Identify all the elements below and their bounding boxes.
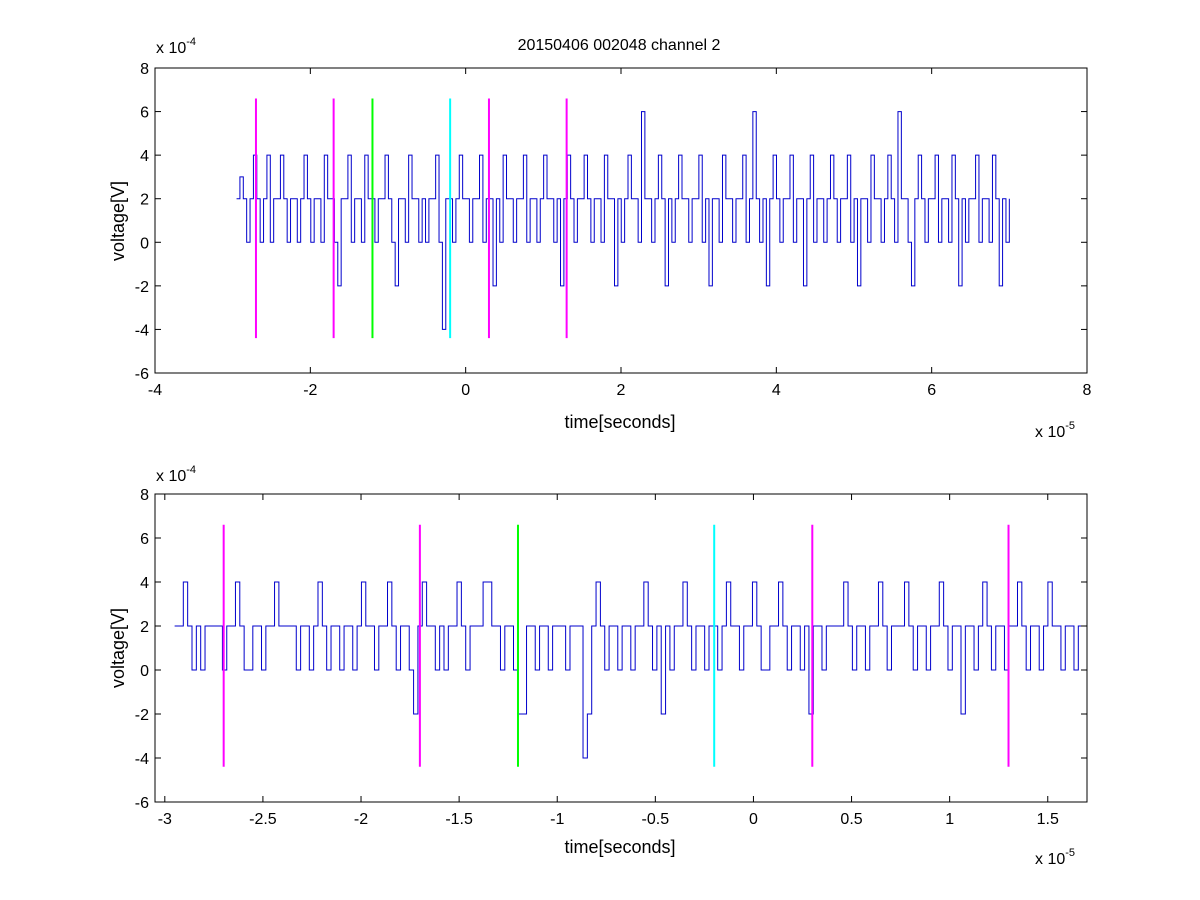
y-tick-label: 4 bbox=[140, 575, 149, 592]
top-y-exponent: x 10-4 bbox=[156, 36, 196, 57]
bottom-y-ticks: -6 -4 -2 0 2 4 6 8 bbox=[135, 487, 1087, 812]
y-tick-label: 4 bbox=[140, 148, 149, 165]
x-tick-label: 1.5 bbox=[1037, 811, 1059, 828]
voltage-trace bbox=[174, 581, 1088, 759]
x-tick-label: 0 bbox=[461, 382, 470, 399]
x-tick-label: -4 bbox=[148, 382, 162, 399]
x-tick-label: 2 bbox=[617, 382, 626, 399]
y-tick-label: -2 bbox=[135, 279, 149, 296]
x-tick-label: 4 bbox=[772, 382, 781, 399]
bottom-x-ticks: -3 -2.5 -2 -1.5 -1 -0.5 0 0.5 1 1.5 bbox=[158, 494, 1059, 828]
x-tick-label: -2.5 bbox=[249, 811, 277, 828]
bottom-x-axis-label: time[seconds] bbox=[564, 837, 675, 857]
x-tick-label: 6 bbox=[927, 382, 936, 399]
x-tick-label: -2 bbox=[354, 811, 368, 828]
x-tick-label: -1.5 bbox=[445, 811, 473, 828]
y-tick-label: -4 bbox=[135, 751, 149, 768]
top-y-ticks: -6 -4 -2 0 2 4 6 8 bbox=[135, 61, 1087, 383]
top-x-exponent: x 10-5 bbox=[1035, 420, 1075, 441]
top-plot-area bbox=[236, 98, 1010, 339]
y-tick-label: 2 bbox=[140, 619, 149, 636]
bottom-x-exponent: x 10-5 bbox=[1035, 847, 1075, 868]
bottom-y-axis-label: voltage[V] bbox=[108, 608, 128, 688]
bottom-y-exponent: x 10-4 bbox=[156, 464, 196, 485]
x-tick-label: 0 bbox=[749, 811, 758, 828]
x-tick-label: -3 bbox=[158, 811, 172, 828]
y-tick-label: 8 bbox=[140, 61, 149, 78]
x-tick-label: 0.5 bbox=[840, 811, 862, 828]
bottom-plot-area bbox=[174, 524, 1088, 767]
y-tick-label: -2 bbox=[135, 707, 149, 724]
top-x-ticks: -4 -2 0 2 4 6 8 bbox=[148, 68, 1092, 399]
y-tick-label: -6 bbox=[135, 366, 149, 383]
x-tick-label: 8 bbox=[1083, 382, 1092, 399]
x-tick-label: 1 bbox=[945, 811, 954, 828]
voltage-trace bbox=[236, 111, 1010, 330]
bottom-plot: -6 -4 -2 0 2 4 6 8 -3 -2.5 -2 -1.5 -1 -0.5 0 0.5 1 1.5 x… bbox=[108, 464, 1088, 868]
x-tick-label: -2 bbox=[303, 382, 317, 399]
y-tick-label: 6 bbox=[140, 105, 149, 122]
top-y-axis-label: voltage[V] bbox=[108, 181, 128, 261]
x-tick-label: -0.5 bbox=[642, 811, 670, 828]
y-tick-label: 6 bbox=[140, 531, 149, 548]
bottom-axes-box bbox=[154, 493, 1088, 803]
x-tick-label: -1 bbox=[550, 811, 564, 828]
y-tick-label: 0 bbox=[140, 235, 149, 252]
y-tick-label: 0 bbox=[140, 663, 149, 680]
y-tick-label: -6 bbox=[135, 795, 149, 812]
y-tick-label: 8 bbox=[140, 487, 149, 504]
top-x-axis-label: time[seconds] bbox=[564, 412, 675, 432]
y-tick-label: 2 bbox=[140, 192, 149, 209]
y-tick-label: -4 bbox=[135, 322, 149, 339]
figure-title: 20150406 002048 channel 2 bbox=[518, 37, 721, 54]
